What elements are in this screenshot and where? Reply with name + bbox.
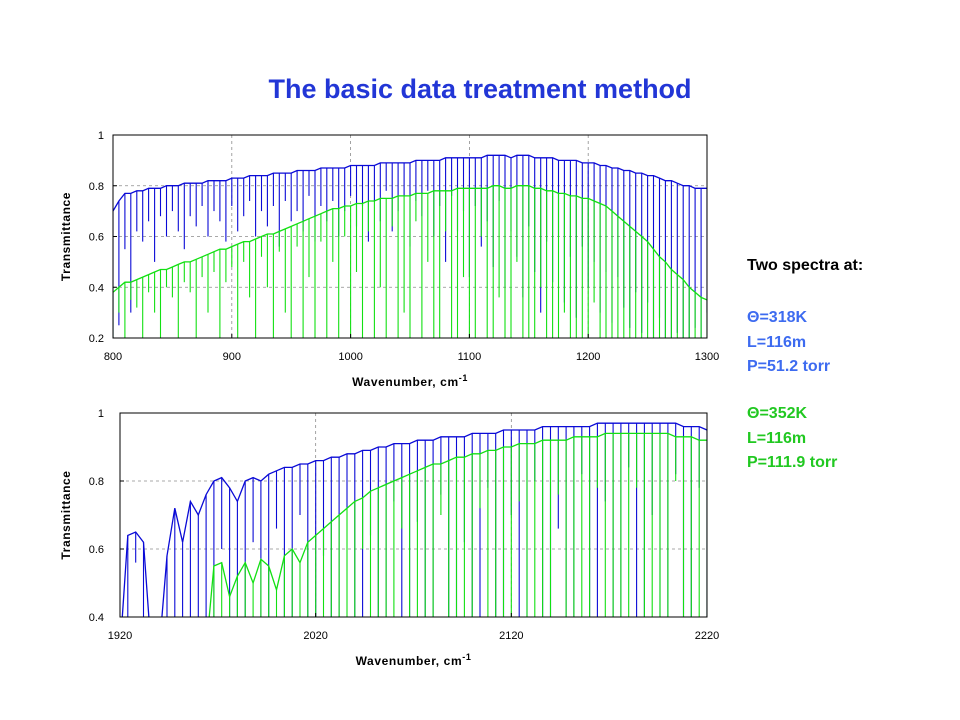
- x-tick-label: 1000: [338, 351, 362, 363]
- y-tick-label: 0.8: [89, 181, 104, 193]
- x-axis-title-superscript: -1: [459, 373, 468, 383]
- x-axis-title-superscript: -1: [462, 652, 471, 662]
- plot-frame: [119, 412, 708, 618]
- spectrum-chart-2: 1920 2020 2120 2220 1 0.8 0.6 0.4 Transmittance W…: [59, 408, 719, 668]
- spectrum-1-conditions: Θ=318K L=116m P=51.2 torr: [747, 306, 830, 380]
- y-axis-title: Transmittance: [59, 192, 73, 281]
- y-tick-label: 0.2: [89, 333, 104, 345]
- y-tick-label: 0.8: [89, 476, 104, 488]
- spectrum-1-temperature: Θ=318K: [747, 309, 808, 326]
- plot-area: [121, 422, 707, 617]
- plot-area: [113, 154, 707, 338]
- x-tick-label: 2020: [303, 630, 327, 642]
- y-tick-label: 1: [98, 408, 104, 420]
- x-axis-title: Wavenumber, cm-1: [356, 652, 472, 668]
- x-tick-label: 1300: [695, 351, 719, 363]
- y-tick-label: 1: [98, 130, 104, 142]
- x-axis-title-text: Wavenumber, cm: [352, 375, 459, 389]
- series-envelope-line: [113, 185, 707, 301]
- spectrum-1-path-length: L=116m: [747, 333, 807, 351]
- x-tick-label: 800: [104, 351, 122, 363]
- chart-2-series-2: [208, 432, 707, 617]
- x-tick-label: 2120: [499, 630, 523, 642]
- y-tick-label: 0.6: [89, 232, 104, 244]
- y-axis-title: Transmittance: [59, 470, 73, 559]
- y-tick-label: 0.4: [89, 612, 104, 624]
- x-tick-label: 1920: [108, 630, 132, 642]
- x-tick-label: 900: [223, 351, 241, 363]
- series-envelope-line: [121, 422, 707, 617]
- spectra-heading: Two spectra at:: [747, 257, 864, 274]
- spectrum-2-conditions: Θ=352K L=116m P=111.9 torr: [747, 402, 837, 476]
- chart-1-series-2: [113, 185, 707, 338]
- spectrum-2-path-length: L=116m: [747, 429, 807, 447]
- series-envelope-line: [208, 432, 707, 617]
- spectrum-2-pressure: P=111.9 torr: [747, 454, 838, 471]
- spectrum-chart-1: 800 900 1000 1100 1200 1300 1 0.8 0.6 0.4 0.2 Trans…: [59, 130, 719, 389]
- x-axis-title: Wavenumber, cm-1: [352, 373, 468, 389]
- slide-title: The basic data treatment method: [268, 74, 692, 104]
- y-tick-label: 0.6: [89, 544, 104, 556]
- spectrum-2-temperature: Θ=352K: [747, 405, 808, 422]
- x-axis-title-text: Wavenumber, cm: [356, 654, 463, 668]
- x-tick-label: 1100: [458, 351, 482, 363]
- series-envelope-line: [113, 154, 707, 212]
- x-tick-label: 2220: [695, 630, 719, 642]
- x-tick-label: 1200: [576, 351, 600, 363]
- spectrum-1-pressure: P=51.2 torr: [747, 358, 831, 375]
- y-tick-label: 0.4: [89, 282, 104, 294]
